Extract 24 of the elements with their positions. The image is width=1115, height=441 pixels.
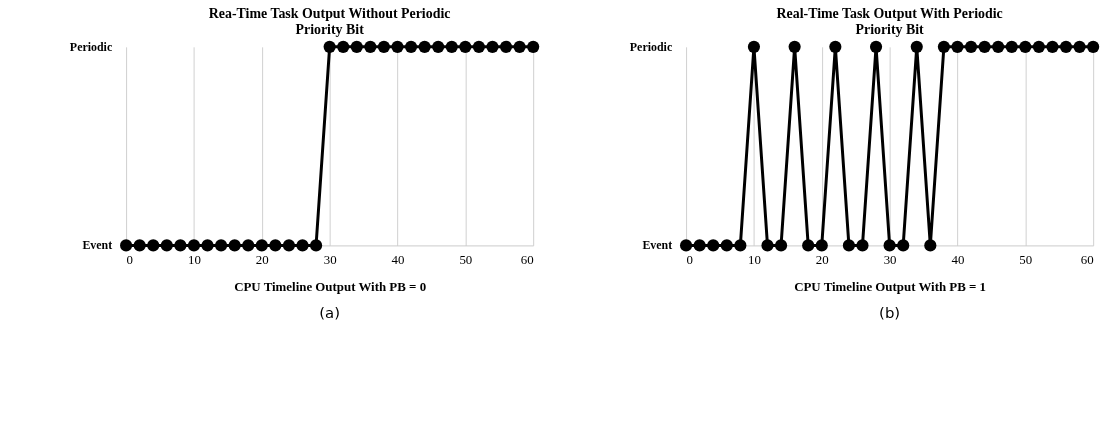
x-tick-label: 50 <box>1019 252 1033 267</box>
x-tick-label: 10 <box>187 252 201 267</box>
text: Event <box>642 238 673 253</box>
x-tick-label: 0 <box>686 252 694 267</box>
chart-title: Rea-Time Task Output Without Periodic Priority Bit <box>208 5 451 37</box>
x-tick-label: 50 <box>459 252 473 267</box>
x-tick-label: 10 <box>747 252 761 267</box>
text: Periodic <box>69 39 113 54</box>
x-axis-title: CPU Timeline Output With PB = 1 <box>794 279 987 294</box>
text: Periodic <box>629 39 673 54</box>
x-tick-label: 60 <box>1080 252 1094 267</box>
x-tick-label: 30 <box>323 252 337 267</box>
x-tick-label: 60 <box>520 252 534 267</box>
x-tick-label: 30 <box>883 252 897 267</box>
text: (b) <box>879 303 901 322</box>
x-tick-label: 40 <box>951 252 965 267</box>
x-tick-label: 0 <box>126 252 134 267</box>
text: (a) <box>319 303 340 322</box>
text: Event <box>82 238 113 253</box>
x-tick-label: 20 <box>255 252 269 267</box>
x-tick-label: 20 <box>815 252 829 267</box>
x-axis-title: CPU Timeline Output With PB = 0 <box>234 279 427 294</box>
chart-title: Real-Time Task Output With Periodic Priority Bit <box>776 5 1003 37</box>
x-tick-label: 40 <box>391 252 405 267</box>
